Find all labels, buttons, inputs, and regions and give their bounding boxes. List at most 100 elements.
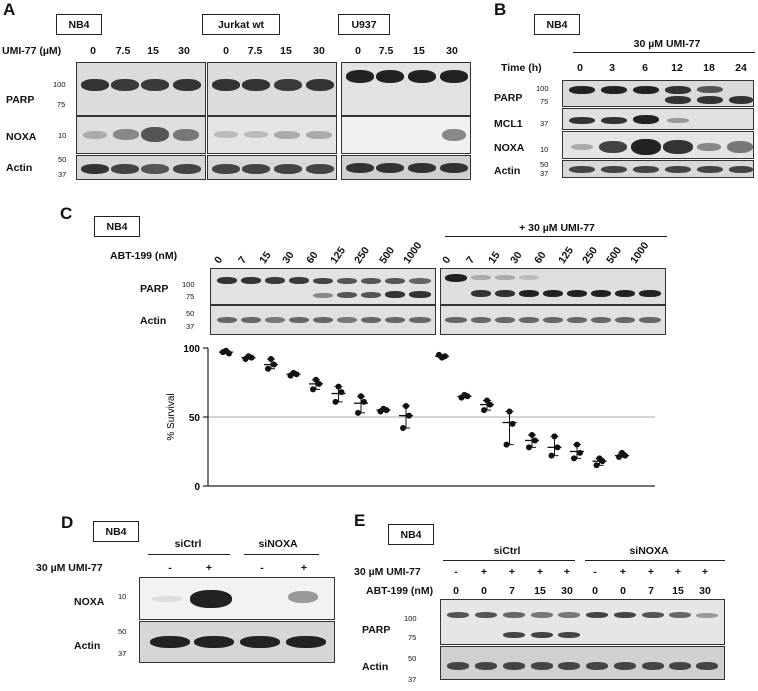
dose-label: 250 <box>352 244 373 266</box>
dose-label: 15 <box>534 585 546 597</box>
dose-label: 250 <box>580 244 601 266</box>
data-point <box>316 380 322 387</box>
cell-line-box-nb4: NB4 <box>388 524 434 545</box>
group-label-sictrl: siCtrl <box>174 538 202 550</box>
mw-marker: 75 <box>408 633 417 642</box>
dose-label: 1000 <box>401 239 425 266</box>
data-point <box>400 425 406 432</box>
blot-parp-abt <box>210 268 436 305</box>
dose-label: 15 <box>257 249 274 266</box>
treatment-sign: + <box>701 566 709 578</box>
dose-label: 0 <box>90 45 96 57</box>
data-point <box>577 449 583 456</box>
blot-actin-jurkat <box>207 155 337 180</box>
treatment-sign: + <box>205 562 213 574</box>
dose-label: 0 <box>592 585 598 597</box>
panel-label-b: B <box>494 0 507 19</box>
y-tick-label: 50 <box>189 413 201 424</box>
mw-marker: 50 <box>58 155 67 164</box>
mw-marker: 100 <box>182 280 195 289</box>
dose-label: 0 <box>223 45 229 57</box>
row-label-parp: PARP <box>494 92 523 104</box>
treatment-label: 30 µM UMI-77 <box>633 38 701 50</box>
dose-label: 7.5 <box>115 45 131 57</box>
treatment-bracket <box>573 52 755 53</box>
data-point <box>338 389 345 396</box>
dose-label: 30 <box>178 45 190 57</box>
panel-label-c: C <box>60 204 73 223</box>
mw-marker: 37 <box>540 119 549 128</box>
data-point <box>529 431 535 438</box>
data-point <box>223 347 229 354</box>
mw-marker: 10 <box>58 131 67 140</box>
dose-label: 7 <box>464 254 478 266</box>
row-label-actin: Actin <box>362 661 389 673</box>
dose-label: 0 <box>620 585 626 597</box>
blot-actin-si <box>139 621 335 663</box>
mw-marker: 10 <box>118 592 127 601</box>
data-point <box>548 452 555 459</box>
dose-label: 500 <box>377 244 398 266</box>
data-point <box>335 383 342 390</box>
treatment-sign: + <box>619 566 627 578</box>
time-point: 12 <box>671 62 683 74</box>
mw-marker: 50 <box>540 160 549 169</box>
data-point <box>619 449 625 456</box>
panel-label-a: A <box>3 0 16 19</box>
mw-marker: 37 <box>58 170 67 179</box>
data-point <box>268 356 274 363</box>
data-point <box>571 455 577 462</box>
dose-label: 30 <box>508 249 525 266</box>
dose-label: 0 <box>440 254 454 266</box>
data-point <box>361 398 367 405</box>
data-point <box>574 441 580 448</box>
data-point <box>554 444 561 451</box>
blot-actin-abt <box>210 305 436 335</box>
data-point <box>265 365 271 372</box>
dose-label: 0 <box>212 254 226 266</box>
treatment-sign: + <box>674 566 682 578</box>
blot-parp-abt-umi <box>440 268 666 305</box>
time-point: 6 <box>642 62 648 74</box>
blot-mcl1-timecourse <box>562 108 754 130</box>
dose-label: 60 <box>532 249 549 266</box>
blot-noxa-timecourse <box>562 131 754 159</box>
blot-parp-timecourse <box>562 80 754 107</box>
group-bracket <box>244 554 319 555</box>
cell-line-box-nb4: NB4 <box>93 521 139 542</box>
data-point <box>461 391 468 398</box>
blot-actin-nb4 <box>76 155 206 180</box>
dose-label: 15 <box>672 585 684 597</box>
treatment-sign: + <box>563 566 571 578</box>
blot-parp-jurkat <box>207 62 337 116</box>
mw-marker: 75 <box>540 97 549 106</box>
dose-label: 0 <box>481 585 487 597</box>
row-label-parp: PARP <box>6 94 35 106</box>
dose-label: 15 <box>147 45 159 57</box>
time-label: Time (h) <box>501 62 542 74</box>
row-label-actin: Actin <box>74 640 101 652</box>
dose-label: 125 <box>556 244 577 266</box>
abt-label: ABT-199 (nM) <box>366 585 434 597</box>
blot-parp-u937 <box>341 62 471 116</box>
y-tick-label: 100 <box>183 344 200 355</box>
data-point <box>526 444 532 451</box>
row-label-noxa: NOXA <box>74 596 105 608</box>
dose-label: 15 <box>486 249 503 266</box>
mw-marker: 10 <box>540 145 549 154</box>
mw-marker: 50 <box>118 627 127 636</box>
group-bracket <box>148 554 230 555</box>
dose-label: 125 <box>328 244 349 266</box>
dose-label: 0 <box>453 585 459 597</box>
dose-label: 15 <box>413 45 425 57</box>
cell-line-box-nb4: NB4 <box>56 14 102 35</box>
mw-marker: 100 <box>404 614 417 623</box>
cell-line-box-nb4: NB4 <box>534 14 580 35</box>
treatment-label: UMI-77 (µM) <box>2 45 62 57</box>
cell-line-box-u937: U937 <box>338 14 390 35</box>
data-point <box>403 402 409 409</box>
survival-chart: 0 50 100 % Survival <box>166 344 655 493</box>
mw-marker: 75 <box>57 100 66 109</box>
treatment-sign: + <box>300 562 308 574</box>
row-label-parp: PARP <box>362 624 391 636</box>
